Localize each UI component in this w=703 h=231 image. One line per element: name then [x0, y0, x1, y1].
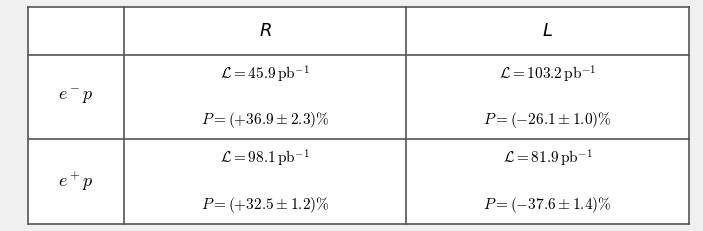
- Text: $e^+p$: $e^+p$: [58, 170, 94, 193]
- FancyBboxPatch shape: [28, 7, 689, 224]
- Text: $P = (-37.6 \pm 1.4)\%$: $P = (-37.6 \pm 1.4)\%$: [483, 195, 612, 215]
- Text: $P = (-26.1 \pm 1.0)\%$: $P = (-26.1 \pm 1.0)\%$: [483, 110, 612, 130]
- Text: $\mathcal{L} = 98.1\,\mathrm{pb}^{-1}$: $\mathcal{L} = 98.1\,\mathrm{pb}^{-1}$: [220, 148, 310, 169]
- Text: $\mathit{L}$: $\mathit{L}$: [542, 22, 553, 40]
- Text: $P = (+32.5 \pm 1.2)\%$: $P = (+32.5 \pm 1.2)\%$: [201, 195, 329, 215]
- Text: $\mathcal{L} = 45.9\,\mathrm{pb}^{-1}$: $\mathcal{L} = 45.9\,\mathrm{pb}^{-1}$: [220, 63, 310, 85]
- Text: $\mathit{R}$: $\mathit{R}$: [259, 22, 271, 40]
- Text: $\mathcal{L} = 81.9\,\mathrm{pb}^{-1}$: $\mathcal{L} = 81.9\,\mathrm{pb}^{-1}$: [503, 148, 593, 169]
- Text: $\mathcal{L} = 103.2\,\mathrm{pb}^{-1}$: $\mathcal{L} = 103.2\,\mathrm{pb}^{-1}$: [499, 63, 596, 85]
- Text: $P = (+36.9 \pm 2.3)\%$: $P = (+36.9 \pm 2.3)\%$: [201, 110, 329, 130]
- Text: $e^-p$: $e^-p$: [58, 88, 94, 106]
